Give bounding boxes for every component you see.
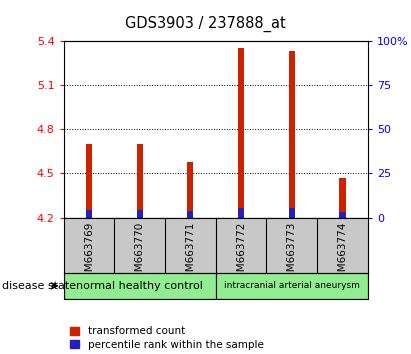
Text: GSM663771: GSM663771: [185, 222, 195, 285]
Legend: transformed count, percentile rank within the sample: transformed count, percentile rank withi…: [69, 325, 265, 350]
Bar: [64, 273, 216, 299]
Text: intracranial arterial aneurysm: intracranial arterial aneurysm: [224, 281, 360, 290]
Bar: [86, 210, 92, 218]
Text: GSM663769: GSM663769: [84, 222, 94, 285]
Text: GSM663774: GSM663774: [337, 222, 347, 285]
Bar: [137, 144, 143, 218]
Bar: [289, 208, 295, 218]
Text: GSM663772: GSM663772: [236, 222, 246, 285]
Bar: [289, 51, 295, 218]
Text: GSM663770: GSM663770: [135, 222, 145, 285]
Bar: [187, 211, 194, 218]
Bar: [86, 144, 92, 218]
Text: GSM663773: GSM663773: [287, 222, 297, 285]
Bar: [137, 210, 143, 218]
Bar: [339, 212, 346, 218]
Text: disease state: disease state: [2, 281, 76, 291]
Bar: [216, 273, 368, 299]
Text: GDS3903 / 237888_at: GDS3903 / 237888_at: [125, 16, 286, 32]
Text: normal healthy control: normal healthy control: [76, 281, 203, 291]
Bar: [187, 162, 194, 218]
Bar: [238, 208, 244, 218]
Bar: [339, 178, 346, 218]
Bar: [238, 48, 244, 218]
